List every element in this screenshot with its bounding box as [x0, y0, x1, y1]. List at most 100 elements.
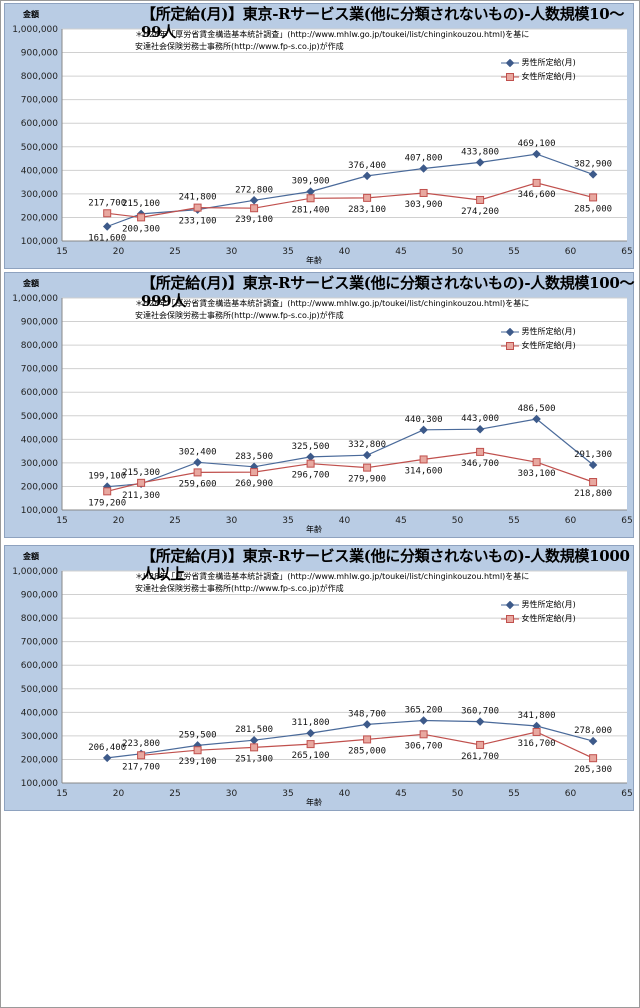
- female-data-label: 218,800: [574, 489, 612, 499]
- male-data-label: 469,100: [518, 139, 556, 149]
- male-data-point: [475, 158, 485, 167]
- y-tick-label: 500,000: [21, 412, 58, 422]
- male-data-point: [249, 736, 259, 745]
- y-tick-label: 500,000: [21, 143, 58, 153]
- x-tick-label: 40: [339, 247, 351, 257]
- x-tick-label: 60: [565, 247, 577, 257]
- female-data-label: 279,900: [348, 475, 386, 485]
- legend: 男性所定給(月) 女性所定給(月): [501, 598, 576, 626]
- male-data-point: [419, 425, 428, 435]
- plot-area: [62, 298, 627, 510]
- chart-panel-3: 100,000 200,000 300,000 400,000 500,000 600,0…: [4, 545, 634, 811]
- y-tick-label: 700,000: [21, 638, 58, 648]
- male-data-label: 302,400: [179, 447, 217, 457]
- male-data-label: 283,500: [235, 452, 273, 462]
- legend-item-male: 男性所定給(月): [501, 56, 576, 70]
- y-tick-label: 900,000: [21, 49, 58, 59]
- chart-svg-1: 100,000 200,000 300,000 400,000 500,000 600,0…: [12, 25, 633, 257]
- male-data-point: [475, 717, 485, 726]
- female-data-label: 265,100: [292, 751, 330, 761]
- female-data-label: 215,300: [122, 468, 160, 478]
- y-tick-label: 400,000: [21, 166, 58, 176]
- female-data-label: 259,600: [179, 479, 217, 489]
- x-axis-label: 年齢: [306, 525, 322, 534]
- x-tick-label: 15: [56, 516, 67, 526]
- legend-item-male: 男性所定給(月): [501, 598, 576, 612]
- y-tick-label: 700,000: [21, 96, 58, 106]
- source-note: ＊H28年「厚労省賃金構造基本統計調査」(http://www.mhlw.go.…: [135, 299, 530, 320]
- female-data-point: [250, 204, 259, 213]
- male-data-label: 486,500: [518, 404, 556, 414]
- x-tick-label: 55: [508, 789, 519, 799]
- male-data-label: 272,800: [235, 185, 273, 195]
- female-data-point: [476, 447, 485, 456]
- y-axis-label: 金額: [23, 279, 39, 288]
- x-tick-label: 45: [395, 789, 406, 799]
- y-tick-label: 1,000,000: [12, 25, 58, 35]
- female-data-label: 346,600: [518, 190, 556, 200]
- female-data-label: 239,100: [179, 757, 217, 767]
- male-data-label: 325,500: [292, 442, 330, 452]
- y-tick-label: 800,000: [21, 72, 58, 82]
- female-data-label: 303,900: [405, 200, 443, 210]
- female-data-point: [532, 458, 541, 467]
- legend-item-female: 女性所定給(月): [501, 612, 576, 626]
- y-tick-label: 400,000: [21, 435, 58, 445]
- female-data-point: [532, 727, 541, 736]
- source-note: ＊H28年「厚労省賃金構造基本統計調査」(http://www.mhlw.go.…: [135, 572, 530, 593]
- x-tick-label: 20: [113, 789, 125, 799]
- x-tick-label: 25: [169, 247, 180, 257]
- x-tick-label: 35: [282, 516, 293, 526]
- female-data-label: 281,400: [292, 205, 330, 215]
- chart-svg-2: 100,000 200,000 300,000 400,000 500,000 600,0…: [12, 294, 633, 526]
- female-data-label: 200,300: [122, 224, 160, 234]
- male-data-point: [306, 187, 315, 196]
- y-tick-label: 300,000: [21, 732, 58, 742]
- series-line-1: [107, 182, 594, 219]
- y-axis-label: 金額: [23, 552, 39, 561]
- male-data-label: 311,800: [292, 718, 330, 728]
- male-data-point: [102, 222, 112, 231]
- male-data-label: 199,100: [88, 472, 126, 482]
- male-data-point: [362, 720, 372, 729]
- female-data-point: [306, 194, 315, 203]
- female-data-point: [103, 487, 112, 496]
- female-data-point: [532, 178, 541, 187]
- male-data-label: 360,700: [461, 707, 499, 717]
- y-tick-label: 900,000: [21, 591, 58, 601]
- x-tick-label: 15: [56, 247, 67, 257]
- male-data-label: 161,600: [88, 233, 126, 243]
- y-tick-label: 100,000: [21, 237, 58, 247]
- female-data-point: [589, 193, 598, 202]
- x-tick-label: 45: [395, 247, 406, 257]
- male-data-point: [362, 450, 372, 460]
- female-data-label: 283,100: [348, 205, 386, 215]
- female-data-point: [193, 203, 202, 212]
- male-data-label: 206,400: [88, 743, 126, 753]
- x-tick-label: 15: [56, 789, 67, 799]
- female-data-label: 241,800: [179, 193, 217, 203]
- x-tick-label: 30: [226, 247, 238, 257]
- plot-area: [62, 29, 627, 241]
- female-data-point: [250, 468, 259, 477]
- male-data-label: 309,900: [292, 177, 330, 187]
- female-data-label: 260,900: [235, 479, 273, 489]
- x-tick-label: 25: [169, 516, 180, 526]
- series-line-0: [107, 719, 594, 759]
- female-data-point: [476, 195, 485, 204]
- male-data-point: [419, 716, 428, 725]
- male-data-point: [475, 424, 485, 434]
- female-data-point: [419, 455, 428, 464]
- female-data-point: [193, 468, 202, 477]
- y-tick-label: 1,000,000: [12, 294, 58, 304]
- female-data-point: [306, 740, 315, 749]
- female-data-point: [137, 478, 146, 487]
- female-data-point: [363, 193, 372, 202]
- female-data-point: [363, 735, 372, 744]
- legend: 男性所定給(月) 女性所定給(月): [501, 325, 576, 353]
- legend-item-female: 女性所定給(月): [501, 339, 576, 353]
- female-data-point: [103, 209, 112, 218]
- legend-item-male: 男性所定給(月): [501, 325, 576, 339]
- y-tick-label: 900,000: [21, 318, 58, 328]
- female-data-label: 205,300: [574, 765, 612, 775]
